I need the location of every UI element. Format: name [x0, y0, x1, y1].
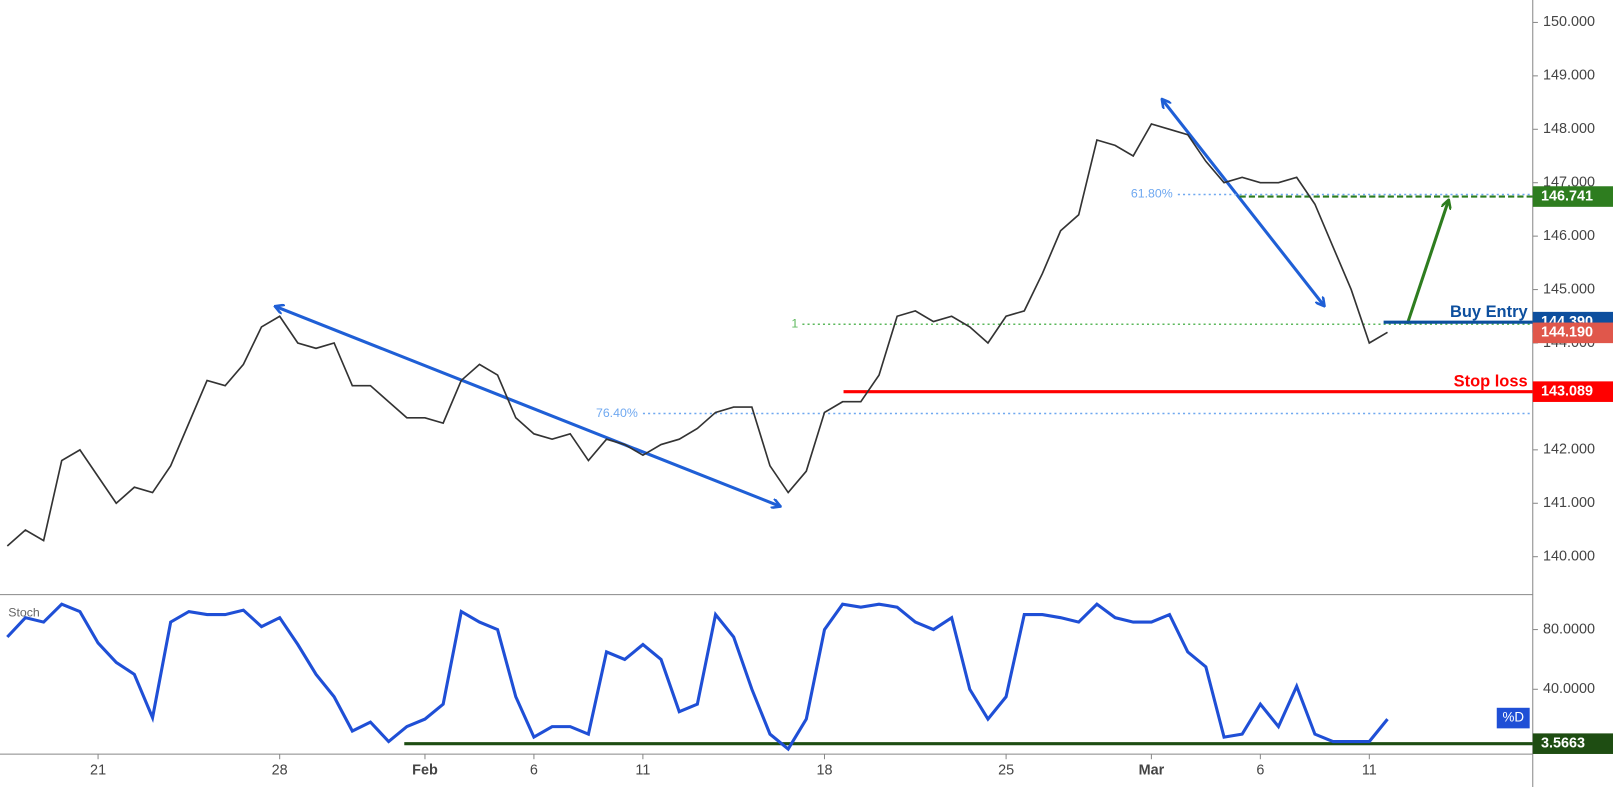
x-tick-label: 25 — [998, 762, 1014, 778]
x-tick-label: Mar — [1139, 762, 1165, 778]
x-tick-label: 21 — [90, 762, 106, 778]
legend-box — [1496, 707, 1530, 729]
price-tag — [1532, 733, 1613, 754]
target-arrow — [1405, 201, 1448, 325]
y-tick-label: 149.000 — [1543, 68, 1595, 84]
x-tick-label: 28 — [272, 762, 288, 778]
fib-label: 76.40% — [596, 406, 638, 420]
price-tag-label: 144.190 — [1541, 325, 1593, 341]
y-tick-label: 140.000 — [1543, 548, 1595, 564]
y-tick-label: 145.000 — [1543, 281, 1595, 297]
data-line — [6, 122, 1388, 547]
y-tick-label: 80.0000 — [1543, 621, 1595, 637]
y-tick-label: 148.000 — [1543, 121, 1595, 137]
legend-label: %D — [1502, 710, 1524, 725]
level-label: Stop loss — [1454, 373, 1528, 391]
indicator-title: Stoch — [8, 605, 40, 619]
fib-label: 61.80% — [1131, 187, 1173, 201]
y-tick-label: 142.000 — [1543, 442, 1595, 458]
price-tag-label: 3.5663 — [1541, 735, 1585, 751]
fib-label: 1 — [791, 317, 798, 331]
data-line — [6, 602, 1389, 752]
level-label: Buy Entry — [1450, 303, 1528, 321]
price-tag — [1532, 381, 1613, 402]
price-tag — [1532, 186, 1613, 207]
y-tick-label: 150.000 — [1543, 14, 1595, 30]
x-tick-label: 18 — [816, 762, 832, 778]
y-tick-label: 146.000 — [1543, 228, 1595, 244]
price-tag-label: 146.741 — [1541, 188, 1593, 204]
price-tag-label: 143.089 — [1541, 383, 1593, 399]
price-tag — [1532, 322, 1613, 344]
x-tick-label: 11 — [1362, 762, 1377, 778]
x-tick-label: Feb — [412, 762, 438, 778]
x-tick-label: 11 — [635, 762, 650, 778]
y-tick-label: 141.000 — [1543, 495, 1595, 511]
x-tick-label: 6 — [530, 762, 538, 778]
trend-arrow — [276, 307, 780, 507]
trend-arrow — [1162, 100, 1324, 306]
x-tick-label: 6 — [1256, 762, 1264, 778]
y-tick-label: 40.0000 — [1543, 681, 1595, 697]
